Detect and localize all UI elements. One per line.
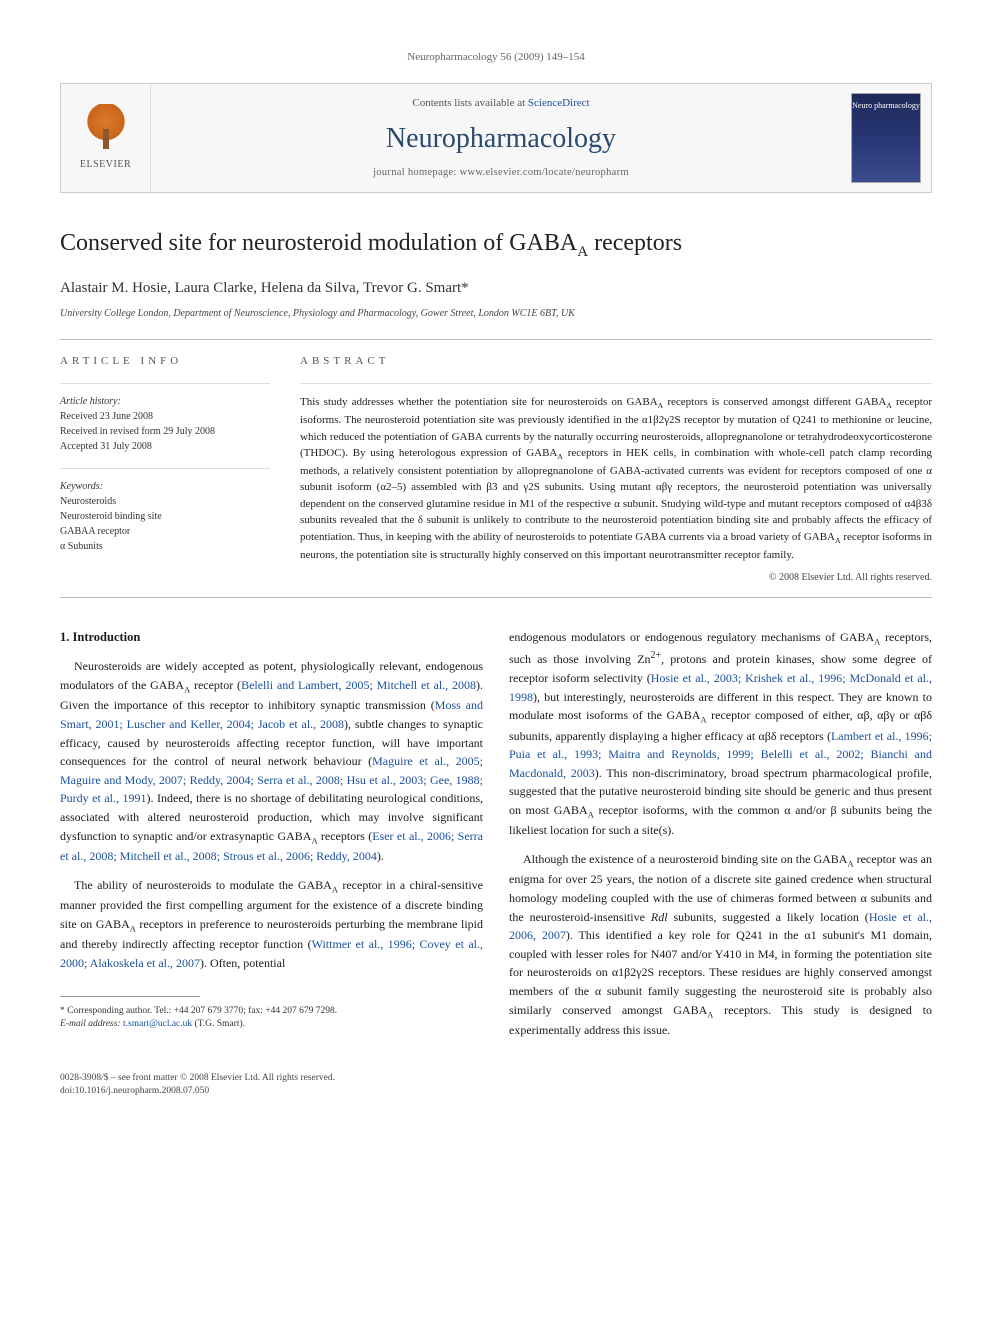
body-paragraph: Neurosteroids are widely accepted as pot… bbox=[60, 657, 483, 865]
body-two-columns: 1. Introduction Neurosteroids are widely… bbox=[60, 628, 932, 1050]
cover-thumb-text: Neuro pharmacology bbox=[852, 100, 920, 111]
right-column: endogenous modulators or endogenous regu… bbox=[509, 628, 932, 1050]
footnote-line: * Corresponding author. Tel.: +44 207 67… bbox=[60, 1005, 483, 1018]
journal-homepage-line: journal homepage: www.elsevier.com/locat… bbox=[151, 166, 851, 181]
abstract-copyright: © 2008 Elsevier Ltd. All rights reserved… bbox=[300, 571, 932, 585]
footer-doi-line: doi:10.1016/j.neuropharm.2008.07.050 bbox=[60, 1085, 335, 1098]
email-suffix: (T.G. Smart). bbox=[195, 1019, 245, 1029]
page-container: Neuropharmacology 56 (2009) 149–154 ELSE… bbox=[0, 0, 992, 1138]
author-list: Alastair M. Hosie, Laura Clarke, Helena … bbox=[60, 278, 932, 299]
email-link[interactable]: t.smart@ucl.ac.uk bbox=[123, 1019, 192, 1029]
keywords-label: Keywords: bbox=[60, 479, 270, 494]
journal-banner: ELSEVIER Contents lists available at Sci… bbox=[60, 83, 932, 193]
footnote-separator bbox=[60, 996, 200, 997]
divider bbox=[60, 597, 932, 598]
footer-issn-line: 0028-3908/$ – see front matter © 2008 El… bbox=[60, 1072, 335, 1085]
section-heading: 1. Introduction bbox=[60, 628, 483, 647]
history-line: Received 23 June 2008 bbox=[60, 409, 270, 424]
elsevier-tree-icon bbox=[81, 104, 131, 154]
contents-available-line: Contents lists available at ScienceDirec… bbox=[151, 96, 851, 111]
page-footer: 0028-3908/$ – see front matter © 2008 El… bbox=[60, 1072, 932, 1099]
body-paragraph: endogenous modulators or endogenous regu… bbox=[509, 628, 932, 840]
history-label: Article history: bbox=[60, 394, 270, 409]
article-history-block: Article history: Received 23 June 2008 R… bbox=[60, 394, 270, 454]
homepage-prefix: journal homepage: bbox=[373, 167, 459, 178]
abstract-column: ABSTRACT This study addresses whether th… bbox=[300, 354, 932, 585]
divider bbox=[60, 383, 270, 384]
keywords-block: Keywords: Neurosteroids Neurosteroid bin… bbox=[60, 479, 270, 554]
banner-center: Contents lists available at ScienceDirec… bbox=[151, 96, 851, 181]
homepage-url[interactable]: www.elsevier.com/locate/neuropharm bbox=[460, 167, 629, 178]
running-header: Neuropharmacology 56 (2009) 149–154 bbox=[60, 50, 932, 65]
body-paragraph: The ability of neurosteroids to modulate… bbox=[60, 876, 483, 973]
article-info-column: ARTICLE INFO Article history: Received 2… bbox=[60, 354, 270, 585]
affiliation: University College London, Department of… bbox=[60, 307, 932, 321]
abstract-heading: ABSTRACT bbox=[300, 354, 932, 369]
keyword: Neurosteroids bbox=[60, 494, 270, 509]
article-info-heading: ARTICLE INFO bbox=[60, 354, 270, 369]
publisher-name: ELSEVIER bbox=[80, 158, 131, 172]
sciencedirect-link[interactable]: ScienceDirect bbox=[528, 97, 590, 109]
email-label: E-mail address: bbox=[60, 1019, 121, 1029]
abstract-text: This study addresses whether the potenti… bbox=[300, 394, 932, 563]
info-abstract-row: ARTICLE INFO Article history: Received 2… bbox=[60, 354, 932, 585]
body-paragraph: Although the existence of a neurosteroid… bbox=[509, 850, 932, 1040]
divider bbox=[60, 468, 270, 469]
article-title: Conserved site for neurosteroid modulati… bbox=[60, 228, 932, 262]
keyword: Neurosteroid binding site bbox=[60, 509, 270, 524]
keyword: GABAA receptor bbox=[60, 524, 270, 539]
footnote-email-line: E-mail address: t.smart@ucl.ac.uk (T.G. … bbox=[60, 1018, 483, 1031]
divider bbox=[60, 339, 932, 340]
footer-left: 0028-3908/$ – see front matter © 2008 El… bbox=[60, 1072, 335, 1099]
publisher-logo[interactable]: ELSEVIER bbox=[61, 84, 151, 192]
journal-title: Neuropharmacology bbox=[151, 119, 851, 158]
keyword: α Subunits bbox=[60, 539, 270, 554]
corresponding-author-footnote: * Corresponding author. Tel.: +44 207 67… bbox=[60, 1005, 483, 1032]
history-line: Accepted 31 July 2008 bbox=[60, 439, 270, 454]
history-line: Received in revised form 29 July 2008 bbox=[60, 424, 270, 439]
left-column: 1. Introduction Neurosteroids are widely… bbox=[60, 628, 483, 1050]
divider bbox=[300, 383, 932, 384]
contents-prefix: Contents lists available at bbox=[412, 97, 527, 109]
journal-cover-thumbnail[interactable]: Neuro pharmacology bbox=[851, 93, 921, 183]
